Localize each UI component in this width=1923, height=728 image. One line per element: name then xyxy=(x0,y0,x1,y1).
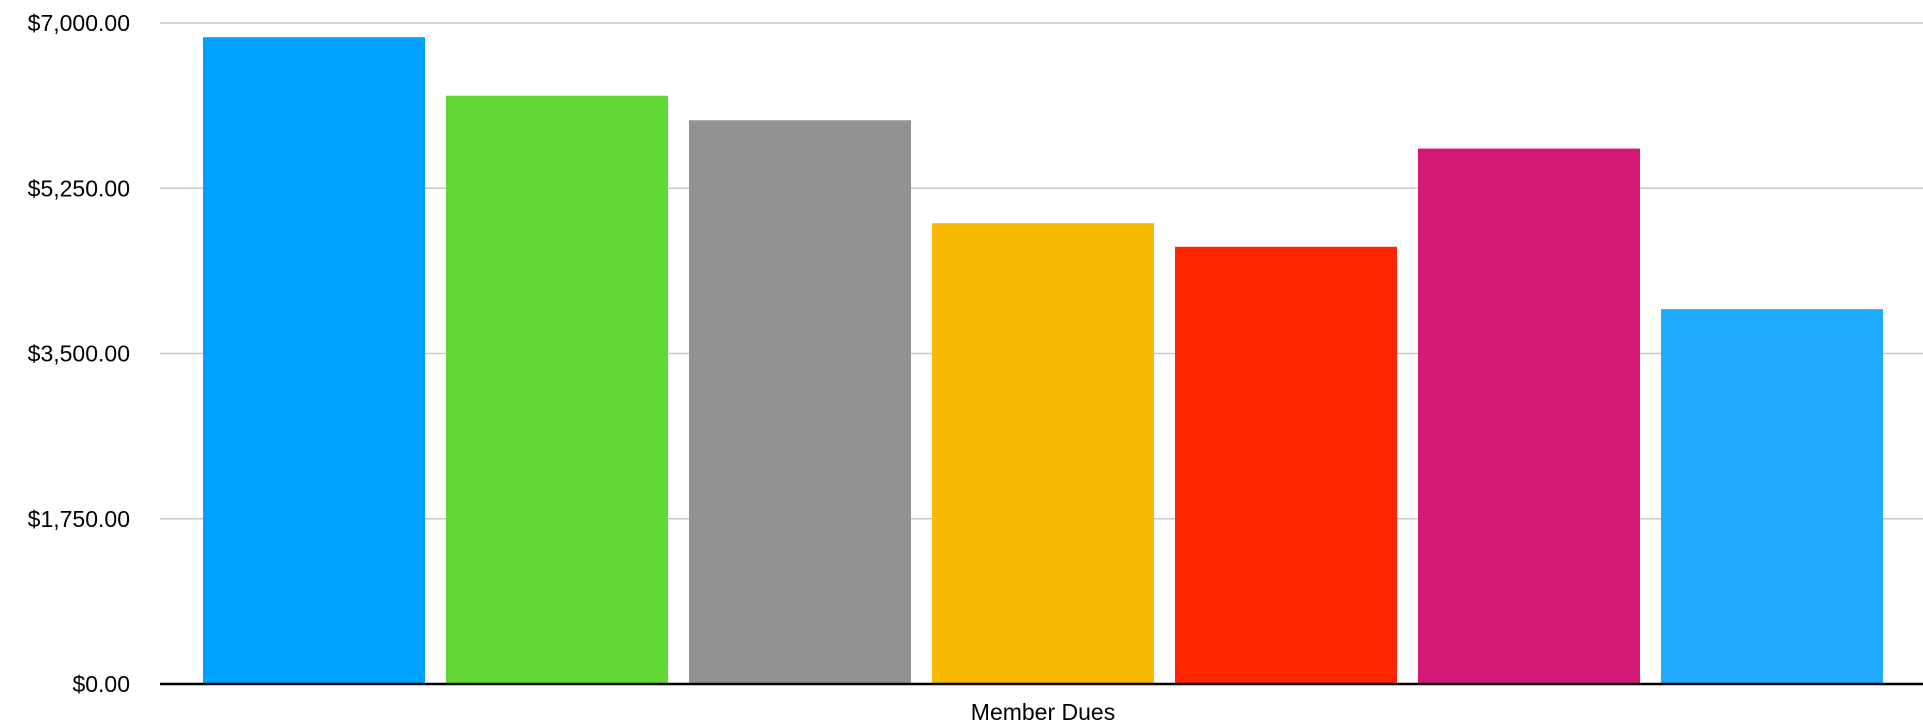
bars xyxy=(203,37,1883,685)
y-tick-label: $1,750.00 xyxy=(28,506,130,532)
tick-labels: $0.00 $1,750.00 $3,500.00 $5,250.00 $7,000.0… xyxy=(28,10,1116,725)
y-tick-label: $5,250.00 xyxy=(28,175,130,201)
bar xyxy=(203,37,425,684)
y-tick-label: $3,500.00 xyxy=(28,341,130,367)
x-category-label: Member Dues xyxy=(971,699,1115,725)
bar xyxy=(932,223,1154,684)
bar xyxy=(1418,148,1640,685)
y-tick-label: $7,000.00 xyxy=(28,10,130,36)
bar xyxy=(446,95,668,684)
y-tick-label: $0.00 xyxy=(72,671,130,697)
bar xyxy=(1661,309,1883,684)
bar xyxy=(1175,246,1397,684)
bar xyxy=(689,120,911,685)
